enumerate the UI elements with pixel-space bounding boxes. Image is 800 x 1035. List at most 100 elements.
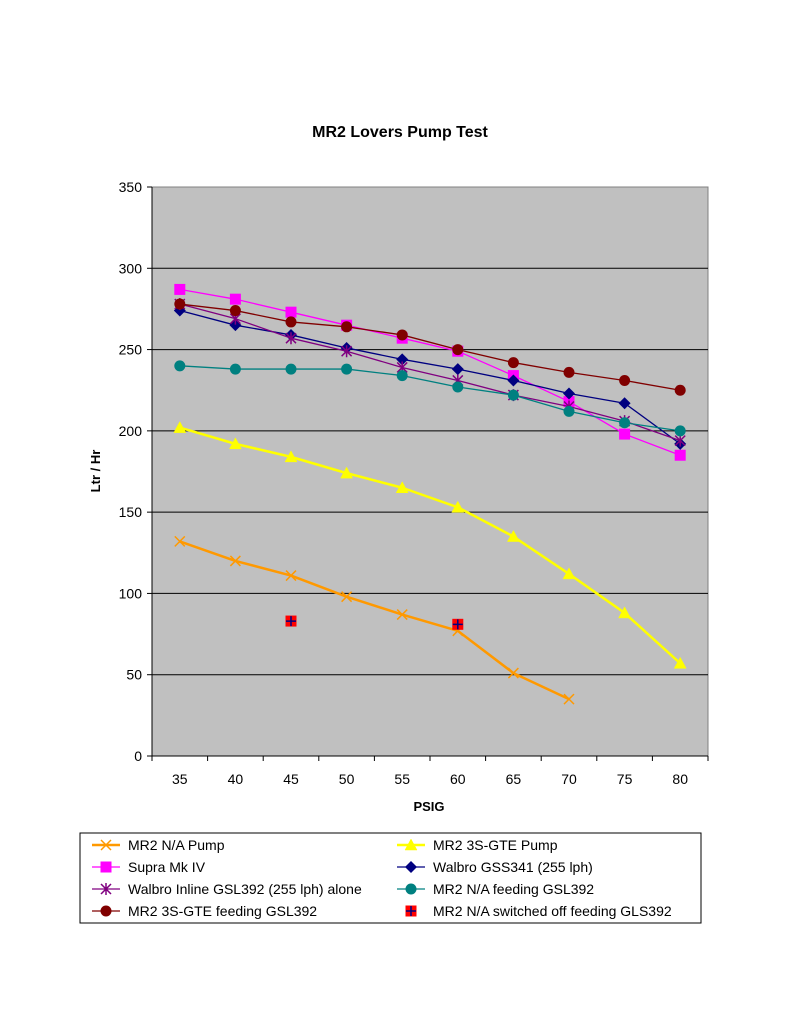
data-point — [285, 332, 297, 345]
y-tick-label: 250 — [119, 342, 143, 358]
legend-entry-2: Supra Mk IV — [92, 859, 206, 875]
data-point — [341, 345, 353, 358]
legend-swatch-marker — [405, 905, 417, 917]
data-point — [229, 363, 241, 375]
x-tick-label: 40 — [228, 771, 244, 787]
series-6 — [174, 298, 686, 396]
data-point — [506, 530, 520, 542]
legend-label: Walbro GSS341 (255 lph) — [433, 859, 593, 875]
data-point — [618, 397, 631, 410]
plot-background — [151, 186, 709, 757]
y-tick-label: 100 — [119, 585, 143, 601]
data-point — [174, 283, 186, 295]
data-point — [507, 667, 519, 679]
data-point — [396, 353, 409, 366]
legend-swatch-marker — [100, 839, 112, 851]
legend-swatch-marker — [100, 883, 112, 895]
data-point — [507, 357, 519, 369]
data-point — [229, 293, 241, 305]
data-point — [563, 693, 575, 705]
data-point — [674, 434, 686, 447]
legend-label: MR2 N/A switched off feeding GLS392 — [433, 903, 672, 919]
legend-label: Supra Mk IV — [128, 859, 206, 875]
legend-swatch-marker — [404, 838, 418, 851]
series-line — [179, 426, 682, 665]
legend-entry-7: MR2 N/A switched off feeding GLS392 — [405, 903, 672, 919]
data-point — [229, 555, 241, 567]
data-point — [619, 374, 631, 386]
x-tick-label: 80 — [672, 771, 688, 787]
x-tick-label: 50 — [339, 771, 355, 787]
series-0 — [174, 535, 575, 705]
data-point — [619, 417, 631, 429]
legend-swatch-marker — [100, 905, 112, 917]
legend-swatch-marker — [405, 883, 417, 895]
y-axis-title: Ltr / Hr — [88, 450, 103, 493]
data-point — [563, 366, 575, 378]
data-point — [395, 481, 409, 494]
data-point — [452, 381, 464, 393]
x-tick-label: 55 — [394, 771, 410, 787]
data-point — [340, 466, 354, 479]
data-point — [173, 421, 187, 433]
x-tick-label: 35 — [172, 771, 188, 787]
data-point — [285, 306, 297, 318]
data-point — [285, 316, 297, 328]
data-point — [341, 363, 353, 375]
data-point — [284, 450, 298, 463]
legend-label: Walbro Inline GSL392 (255 lph) alone — [128, 881, 362, 897]
legend-entry-0: MR2 N/A Pump — [92, 837, 225, 853]
legend: MR2 N/A Pump MR2 3S-GTE Pump Supra Mk IV Wa… — [79, 832, 702, 924]
data-point — [174, 298, 186, 310]
legend-label: MR2 N/A feeding GSL392 — [433, 881, 594, 897]
y-tick-label: 350 — [119, 179, 143, 195]
data-point — [285, 570, 297, 582]
legend-entry-3: Walbro GSS341 (255 lph) — [397, 859, 593, 875]
legend-label: MR2 3S-GTE Pump — [433, 837, 558, 853]
data-point — [674, 425, 686, 437]
series-line — [179, 365, 681, 432]
data-point — [673, 656, 687, 669]
legend-entry-5: MR2 N/A feeding GSL392 — [397, 881, 594, 897]
data-point — [563, 387, 575, 400]
series-line — [179, 288, 681, 456]
y-tick-label: 200 — [119, 423, 143, 439]
x-axis-title: PSIG — [413, 799, 444, 814]
data-point — [619, 428, 631, 440]
series-line — [179, 540, 570, 701]
data-point — [396, 370, 408, 382]
series-line — [179, 303, 681, 391]
series-1 — [173, 421, 687, 669]
data-point — [229, 305, 241, 317]
data-point — [452, 344, 464, 356]
x-tick-label: 60 — [450, 771, 466, 787]
data-point — [396, 609, 408, 621]
data-point — [285, 615, 297, 627]
data-point — [452, 618, 464, 630]
legend-swatch-marker — [100, 861, 112, 873]
data-point — [341, 591, 353, 603]
x-tick-label: 75 — [617, 771, 633, 787]
legend-entry-6: MR2 3S-GTE feeding GSL392 — [92, 903, 317, 919]
series-7 — [285, 615, 464, 630]
data-point — [451, 500, 465, 513]
data-point — [228, 437, 242, 450]
legend-swatch-marker — [405, 861, 417, 873]
data-point — [341, 321, 353, 333]
data-point — [451, 363, 464, 376]
y-tick-label: 150 — [119, 504, 143, 520]
data-point — [174, 535, 186, 547]
data-point — [396, 329, 408, 341]
legend-box — [79, 832, 702, 924]
y-tick-label: 300 — [119, 260, 143, 276]
data-point — [507, 374, 520, 387]
series-5 — [174, 360, 686, 437]
legend-label: MR2 3S-GTE feeding GSL392 — [128, 903, 317, 919]
data-point — [285, 363, 297, 375]
chart-title: MR2 Lovers Pump Test — [312, 124, 488, 141]
y-tick-label: 50 — [126, 667, 142, 683]
x-tick-label: 65 — [506, 771, 522, 787]
data-point — [618, 606, 632, 619]
y-tick-label: 0 — [134, 748, 142, 764]
